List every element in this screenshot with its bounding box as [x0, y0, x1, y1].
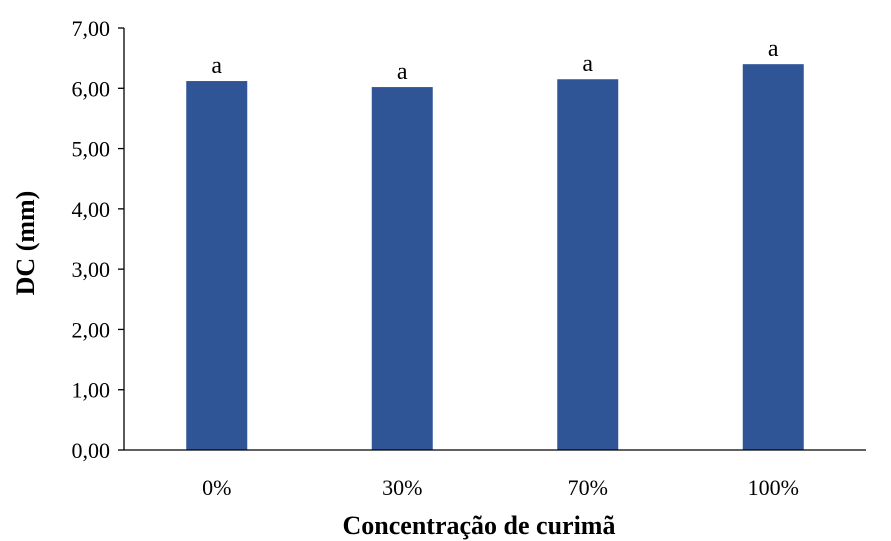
x-axis-ticks: 0% 30% 70% 100%	[202, 475, 799, 500]
x-tick-label: 30%	[382, 475, 422, 500]
x-tick-label: 70%	[568, 475, 608, 500]
y-tick-label: 1,00	[72, 378, 111, 403]
y-tick-label: 5,00	[72, 137, 111, 162]
bar-data-label: a	[582, 51, 593, 77]
y-axis-ticks: 0,00 1,00 2,00 3,00 4,00 5,00 6,00 7,00	[72, 16, 124, 463]
y-tick-label: 7,00	[72, 16, 111, 41]
bar	[557, 79, 619, 450]
x-tick-label: 100%	[748, 475, 799, 500]
x-tick-label: 0%	[202, 475, 231, 500]
bar-data-label: a	[211, 53, 222, 79]
y-tick-label: 0,00	[72, 438, 111, 463]
y-axis-title: DC (mm)	[11, 191, 40, 296]
y-tick-label: 2,00	[72, 317, 111, 342]
y-tick-label: 4,00	[72, 197, 111, 222]
x-axis-title: Concentração de curimã	[343, 511, 616, 540]
bar	[371, 87, 433, 450]
y-tick-label: 3,00	[72, 257, 111, 282]
bars	[186, 64, 804, 451]
y-tick-label: 6,00	[72, 76, 111, 101]
data-labels: a a aa	[211, 36, 779, 85]
bar-data-label: a	[397, 59, 408, 85]
bar	[186, 81, 248, 451]
bar-data-label: a	[768, 36, 779, 62]
bar	[742, 64, 804, 451]
